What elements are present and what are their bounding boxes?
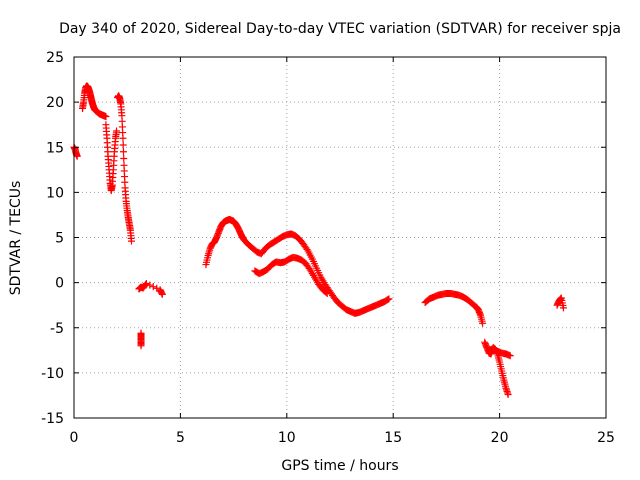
data-point: [322, 289, 330, 297]
x-tick-label: 25: [597, 430, 615, 446]
axis-ticks: 0 5 10 15 20 25 -15 -10 -5 0 5 10 15 20 25: [41, 50, 615, 446]
data-point: [146, 281, 154, 289]
x-tick-label: 20: [491, 430, 509, 446]
y-tick-label: 0: [55, 276, 64, 292]
data-points: [70, 82, 567, 399]
data-point: [323, 289, 331, 297]
y-tick-label: 20: [46, 95, 64, 111]
data-point: [158, 290, 166, 298]
x-tick-label: 0: [70, 430, 79, 446]
data-point: [149, 283, 157, 291]
data-point: [119, 134, 127, 142]
data-point: [303, 245, 311, 253]
data-point: [559, 304, 567, 312]
data-point: [113, 127, 121, 135]
data-point: [504, 391, 512, 399]
x-tick-label: 10: [278, 430, 296, 446]
data-point: [384, 296, 392, 304]
x-axis-label: GPS time / hours: [281, 458, 398, 474]
data-point: [119, 141, 127, 149]
chart-title: Day 340 of 2020, Sidereal Day-to-day VTE…: [59, 21, 621, 37]
y-tick-label: -10: [41, 366, 64, 382]
x-tick-label: 5: [176, 430, 185, 446]
data-point: [506, 352, 514, 360]
y-tick-label: 25: [46, 50, 64, 66]
data-point: [102, 113, 110, 121]
y-tick-label: -15: [41, 411, 64, 427]
data-point: [127, 237, 135, 245]
data-point: [137, 342, 145, 350]
y-tick-label: 5: [55, 231, 64, 247]
y-tick-label: 10: [46, 185, 64, 201]
data-point: [479, 319, 487, 327]
x-tick-label: 15: [384, 430, 402, 446]
data-point: [120, 155, 128, 163]
grid-lines: [74, 57, 606, 418]
data-point: [153, 284, 161, 292]
y-axis-label: SDTVAR / TECUs: [8, 181, 24, 296]
data-point: [385, 295, 393, 303]
data-point: [73, 152, 81, 160]
data-point: [142, 280, 150, 288]
y-tick-label: 15: [46, 140, 64, 156]
data-point: [119, 148, 127, 156]
y-tick-label: -5: [50, 321, 64, 337]
